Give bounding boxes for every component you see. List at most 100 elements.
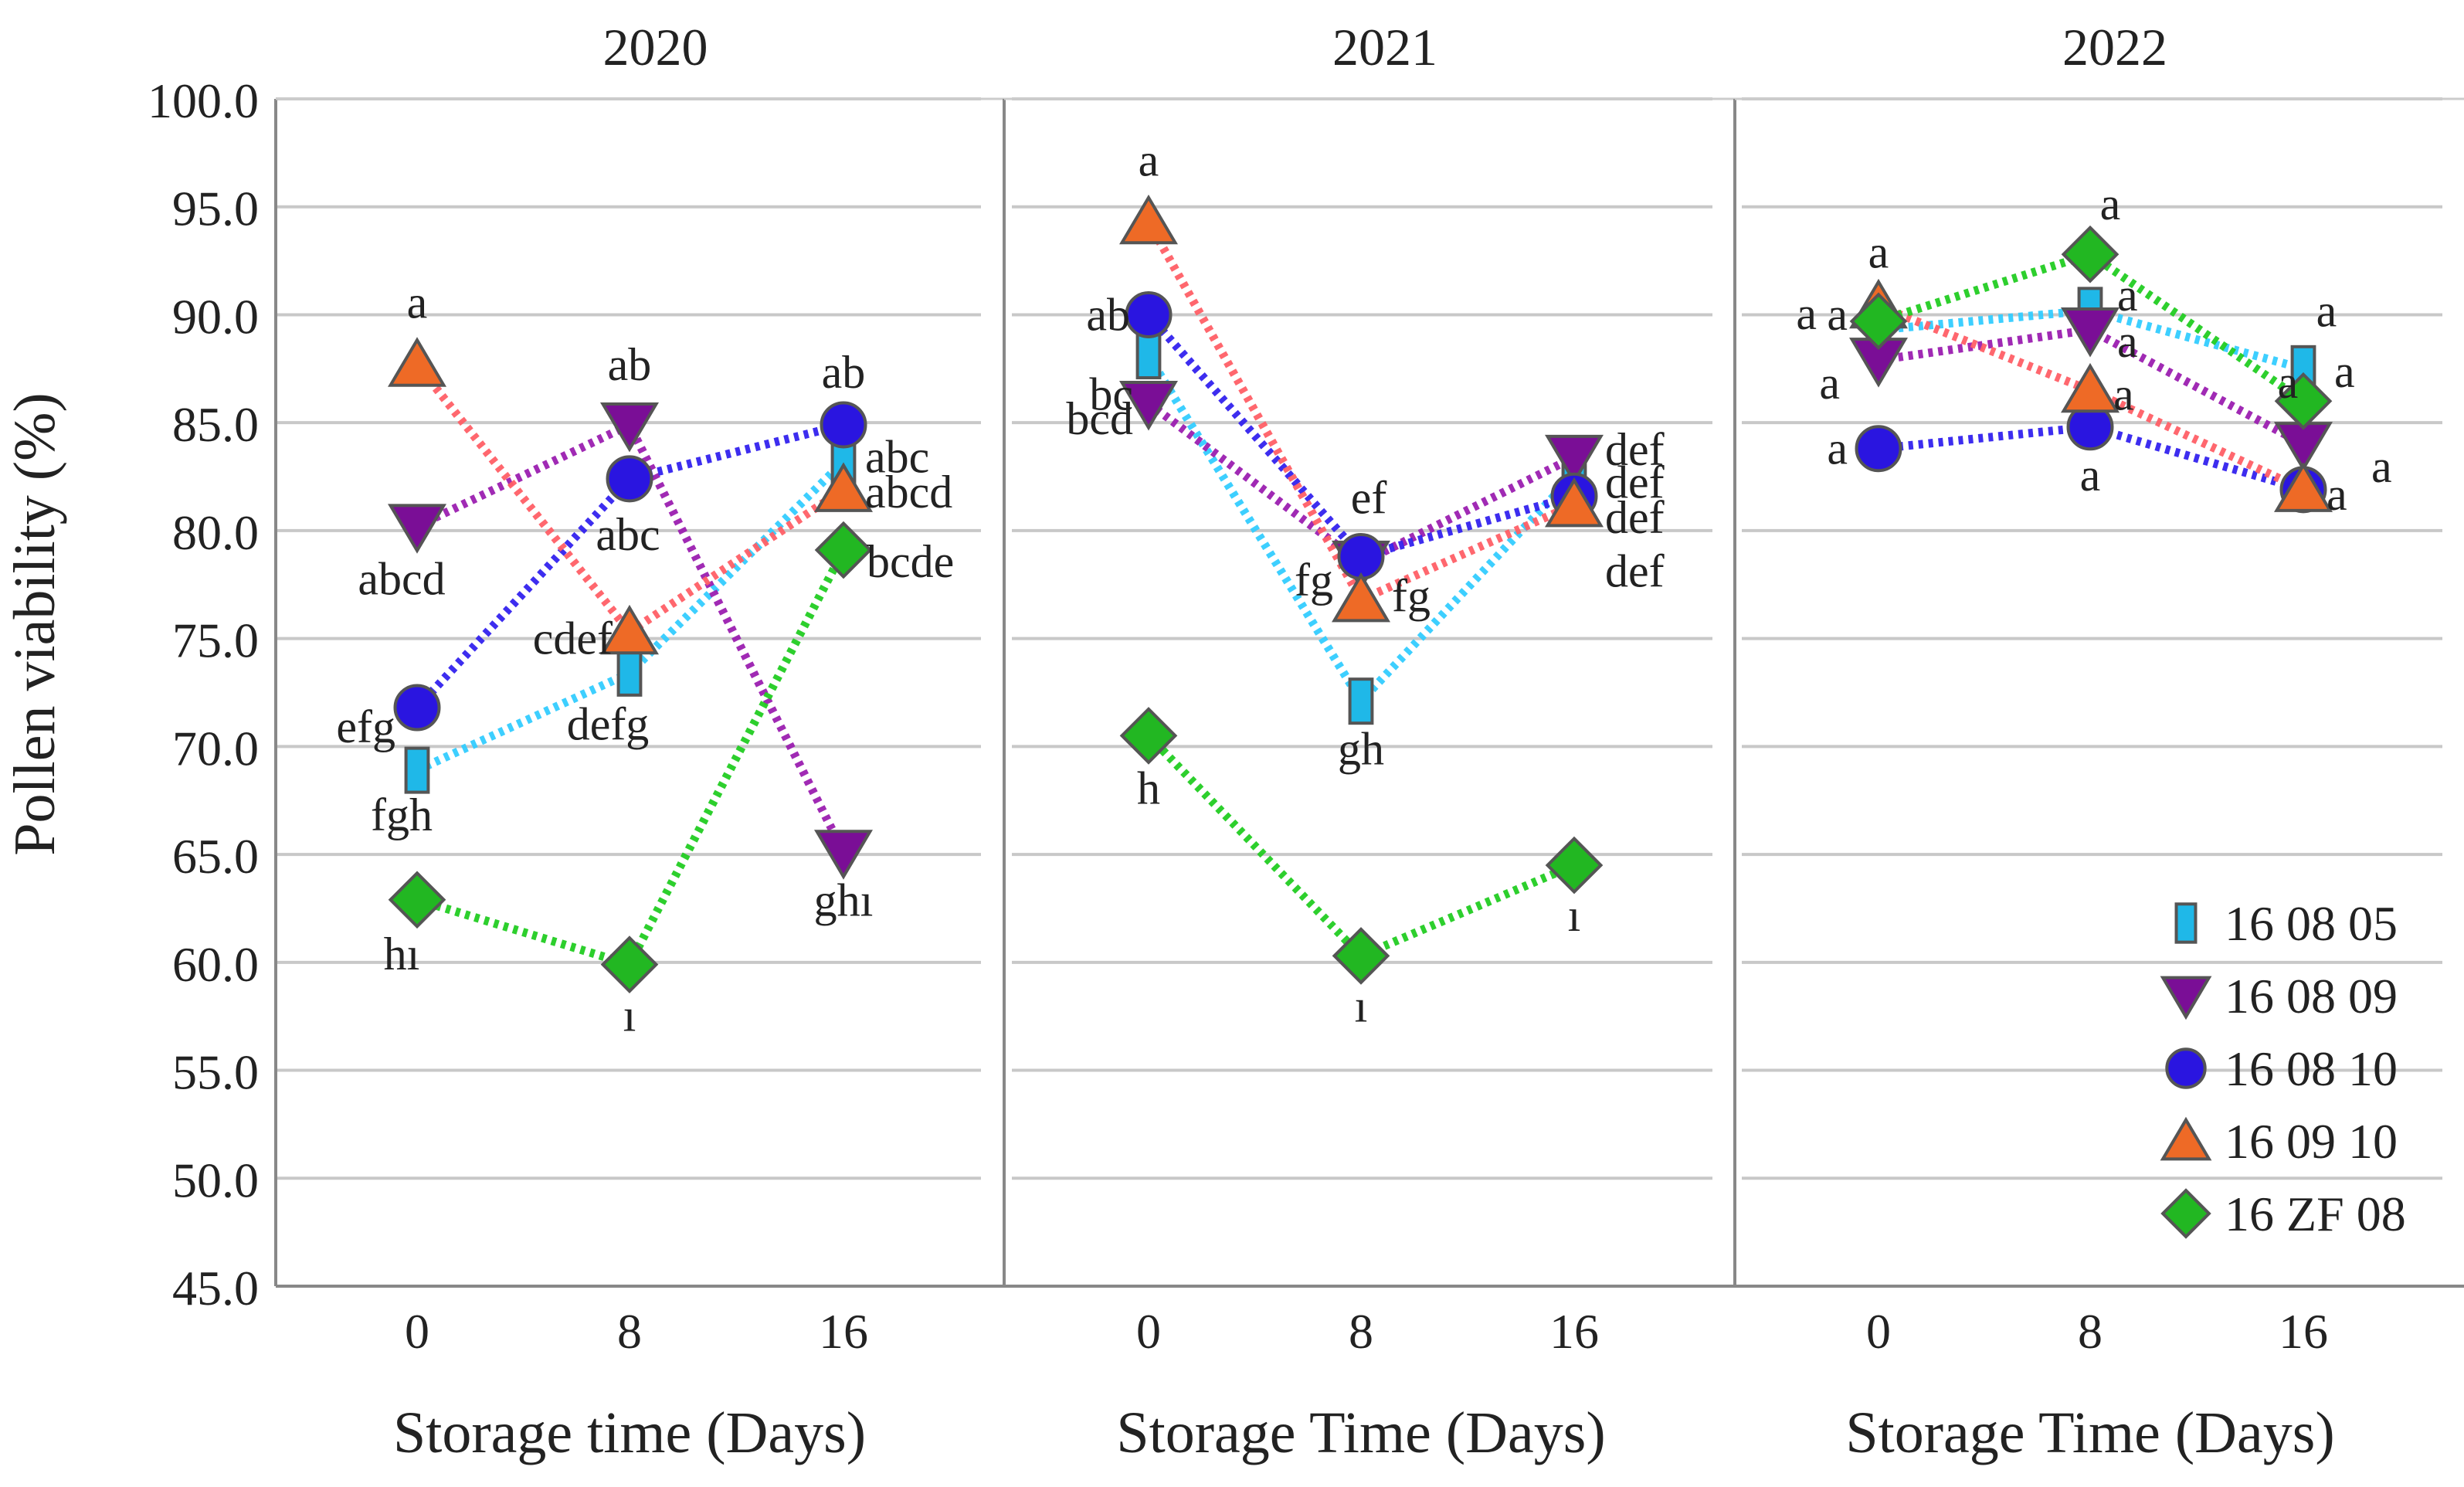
significance-letter: ab	[822, 347, 866, 398]
data-point	[1119, 707, 1178, 765]
legend-label: 16 08 05	[2225, 896, 2398, 951]
significance-letter: def	[1605, 545, 1665, 596]
significance-letter: a	[2113, 368, 2134, 419]
x-tick-label: 0	[405, 1304, 429, 1359]
x-axis-label: Storage time (Days)	[393, 1400, 866, 1465]
significance-letter: a	[1819, 358, 1840, 409]
data-point	[1544, 477, 1604, 528]
significance-letter: ı	[623, 990, 636, 1041]
significance-letter: efg	[336, 701, 395, 752]
data-point	[387, 337, 447, 387]
data-point	[1332, 927, 1390, 985]
significance-letter: a	[1827, 423, 1848, 474]
significance-letter: a	[2278, 357, 2299, 408]
significance-letter: a	[2327, 469, 2347, 520]
significance-letter: fgh	[371, 789, 433, 840]
data-point	[820, 401, 867, 449]
series-line	[1145, 353, 1578, 708]
significance-letter: bcd	[1066, 393, 1133, 444]
data-point	[1118, 194, 1179, 245]
significance-letter: hı	[384, 929, 420, 979]
series-line	[1876, 302, 2306, 494]
x-tick-label: 8	[617, 1304, 642, 1359]
significance-letter: defg	[567, 698, 650, 749]
significance-letter: a	[2334, 346, 2355, 397]
y-tick-label: 70.0	[172, 721, 259, 776]
x-tick-label: 16	[1549, 1304, 1599, 1359]
panel-title: 2021	[1332, 18, 1437, 76]
significance-letter: def	[1605, 492, 1665, 543]
data-point	[1348, 677, 1374, 725]
data-point	[599, 402, 660, 453]
y-tick-label: 85.0	[172, 397, 259, 452]
x-tick-label: 0	[1866, 1304, 1891, 1359]
significance-letter: gh	[1338, 724, 1384, 775]
data-point	[813, 462, 874, 512]
x-tick-label: 8	[2078, 1304, 2103, 1359]
data-point	[1118, 381, 1179, 431]
data-point	[600, 935, 659, 993]
data-point	[2060, 307, 2120, 358]
data-point	[2060, 362, 2120, 413]
data-point	[599, 604, 660, 655]
significance-letter: a	[2100, 178, 2121, 229]
significance-letter: ef	[1351, 472, 1387, 523]
y-tick-label: 90.0	[172, 289, 259, 344]
legend-marker	[2174, 902, 2198, 944]
y-tick-label: 65.0	[172, 829, 259, 884]
significance-letter: ghı	[814, 874, 874, 925]
significance-letter: cdef	[533, 613, 613, 664]
data-point	[2061, 225, 2120, 283]
data-point	[1544, 434, 1604, 485]
legend-marker	[2160, 1188, 2211, 1239]
y-axis-label: Pollen viability (%)	[2, 392, 67, 855]
significance-letter: ab	[1086, 289, 1130, 340]
significance-letter: def	[1605, 457, 1665, 508]
significance-letter: bc	[1089, 369, 1133, 420]
significance-letter: a	[2080, 450, 2101, 501]
y-tick-label: 100.0	[148, 73, 259, 128]
significance-letter: a	[1796, 288, 1817, 339]
x-axis-label: Storage Time (Days)	[1845, 1400, 2334, 1465]
y-tick-label: 60.0	[172, 937, 259, 992]
data-point	[814, 521, 873, 579]
data-point	[393, 684, 441, 732]
significance-letter: a	[1139, 134, 1159, 185]
significance-letter: a	[2117, 270, 2138, 321]
significance-letter: abcd	[358, 553, 445, 604]
data-point	[1849, 292, 1908, 351]
series-line	[1145, 399, 1576, 569]
significance-letter: a	[1827, 289, 1848, 340]
data-point	[1855, 425, 1902, 473]
data-point	[813, 830, 874, 880]
y-tick-label: 95.0	[172, 182, 259, 236]
significance-letter: bcde	[867, 536, 954, 587]
data-point	[616, 649, 643, 697]
significance-letter: ab	[608, 339, 652, 390]
panel-title: 2020	[603, 18, 708, 76]
legend-marker	[2165, 1047, 2207, 1089]
x-tick-label: 16	[2279, 1304, 2328, 1359]
x-tick-label: 0	[1136, 1304, 1161, 1359]
panel-title: 2022	[2062, 18, 2167, 76]
significance-letter: fg	[1392, 570, 1431, 621]
x-axis-label: Storage Time (Days)	[1116, 1400, 1605, 1465]
significance-letter: a	[2316, 285, 2337, 336]
data-point	[2273, 422, 2333, 472]
data-point	[404, 746, 430, 794]
significance-letter: abc	[596, 509, 660, 560]
significance-letter: def	[1605, 424, 1665, 475]
y-tick-label: 80.0	[172, 505, 259, 560]
legend-marker	[2160, 976, 2212, 1020]
y-tick-label: 55.0	[172, 1045, 259, 1100]
legend-label: 16 08 09	[2225, 969, 2398, 1024]
x-tick-label: 16	[819, 1304, 868, 1359]
data-point	[1337, 532, 1385, 580]
data-point	[2273, 462, 2333, 512]
significance-letter: a	[2117, 316, 2138, 367]
data-point	[1125, 290, 1173, 338]
legend-label: 16 ZF 08	[2225, 1187, 2406, 1241]
y-tick-label: 75.0	[172, 613, 259, 668]
data-point	[2274, 372, 2333, 430]
